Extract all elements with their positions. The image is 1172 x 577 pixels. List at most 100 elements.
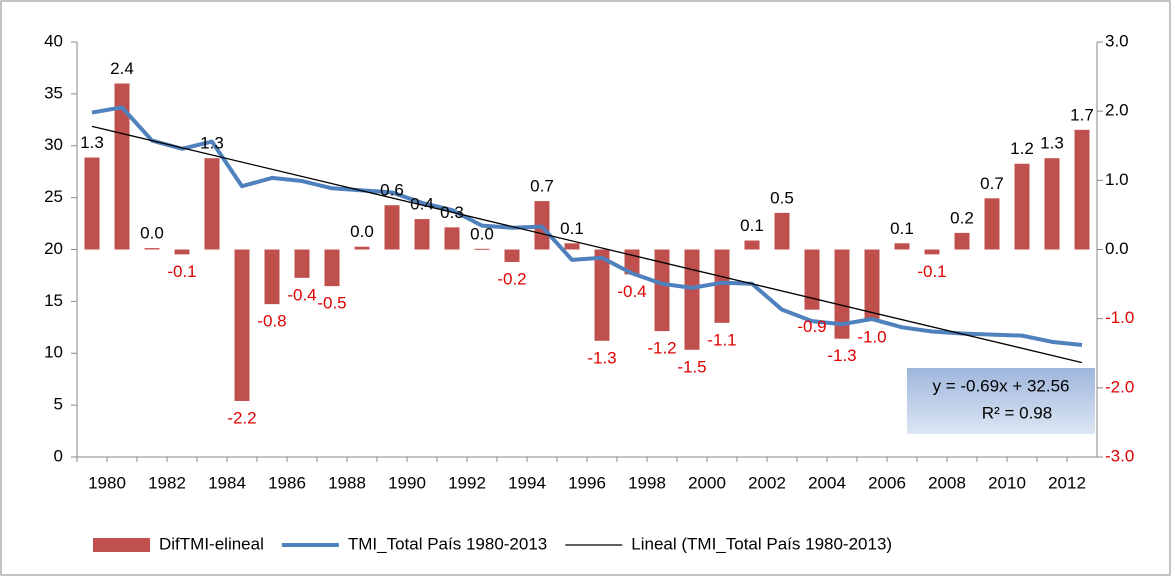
y-tick-label: 35 (44, 83, 63, 102)
x-tick-label: 1992 (448, 473, 486, 492)
bar (1044, 158, 1060, 250)
x-tick-label: 2008 (928, 473, 966, 492)
data-label: 2.4 (110, 59, 134, 78)
equation-box (907, 368, 1095, 434)
bar (834, 249, 850, 339)
x-tick-label: 2000 (688, 473, 726, 492)
bar (984, 198, 1000, 250)
bar (924, 249, 940, 255)
data-label: -1.3 (587, 348, 616, 367)
data-label: 0.3 (440, 203, 464, 222)
data-label: -0.5 (317, 294, 346, 313)
x-tick-label: 1982 (148, 473, 186, 492)
legend-swatch (93, 538, 150, 552)
x-tick-label: 2012 (1048, 473, 1086, 492)
bar (714, 249, 730, 323)
bar (744, 240, 760, 250)
bar (354, 246, 370, 250)
y2-tick-label: -2.0 (1105, 377, 1134, 396)
x-tick-label: 1986 (268, 473, 306, 492)
bar (504, 249, 520, 262)
data-label: 0.1 (560, 219, 584, 238)
bar (654, 249, 670, 332)
x-tick-label: 2006 (868, 473, 906, 492)
x-tick-label: 1984 (208, 473, 246, 492)
y-tick-label: 40 (44, 31, 63, 50)
bar (84, 157, 100, 250)
data-label: -1.0 (857, 328, 886, 347)
legend-label: TMI_Total País 1980-2013 (348, 534, 547, 553)
data-label: 0.2 (950, 208, 974, 227)
data-label: -0.4 (617, 282, 646, 301)
y-tick-label: 10 (44, 343, 63, 362)
data-label: -0.1 (167, 262, 196, 281)
bar (474, 248, 490, 250)
bar (324, 249, 340, 287)
bar (774, 212, 790, 250)
bar (174, 249, 190, 255)
bar (804, 249, 820, 310)
bar (204, 158, 220, 250)
data-label: -1.3 (827, 346, 856, 365)
y2-tick-label: -1.0 (1105, 308, 1134, 327)
y2-tick-label: 2.0 (1105, 101, 1129, 120)
data-label: -1.5 (677, 357, 706, 376)
bar (594, 249, 610, 341)
data-label: 0.6 (380, 181, 404, 200)
data-label: 1.3 (1040, 134, 1064, 153)
data-label: 0.0 (470, 224, 494, 243)
data-label: 1.2 (1010, 139, 1034, 158)
data-label: 0.1 (890, 219, 914, 238)
data-label: 0.1 (740, 216, 764, 235)
bar (294, 249, 310, 278)
x-tick-label: 1988 (328, 473, 366, 492)
bar (864, 249, 880, 321)
data-label: 0.0 (350, 222, 374, 241)
trend-r-squared: R² = 0.98 (982, 403, 1052, 422)
data-label: 0.7 (980, 174, 1004, 193)
y2-tick-label: 1.0 (1105, 170, 1129, 189)
y2-tick-label: 3.0 (1105, 31, 1129, 50)
data-label: -1.2 (647, 339, 676, 358)
x-tick-label: 1990 (388, 473, 426, 492)
bar (144, 248, 160, 250)
x-tick-label: 2004 (808, 473, 846, 492)
bar (684, 249, 700, 350)
data-label: 0.4 (410, 195, 434, 214)
data-label: 0.0 (140, 224, 164, 243)
x-tick-label: 1996 (568, 473, 606, 492)
data-label: 1.3 (200, 134, 224, 153)
data-label: -0.1 (917, 262, 946, 281)
y-tick-label: 20 (44, 239, 63, 258)
bar (264, 249, 280, 305)
bar (444, 227, 460, 250)
data-label: -0.2 (497, 269, 526, 288)
y2-tick-label: -3.0 (1105, 446, 1134, 465)
bar (1074, 129, 1090, 250)
data-label: 1.3 (80, 133, 104, 152)
data-label: 0.5 (770, 188, 794, 207)
data-label: 0.7 (530, 177, 554, 196)
bar (234, 249, 250, 401)
x-tick-label: 2010 (988, 473, 1026, 492)
data-label: -1.1 (707, 330, 736, 349)
x-tick-label: 1994 (508, 473, 546, 492)
legend-label: DifTMI-elineal (159, 534, 264, 553)
bar (384, 205, 400, 250)
y2-tick-label: 0.0 (1105, 239, 1129, 258)
y-tick-label: 25 (44, 187, 63, 206)
y-tick-label: 15 (44, 291, 63, 310)
y-tick-label: 5 (54, 395, 63, 414)
x-tick-label: 2002 (748, 473, 786, 492)
data-label: 1.7 (1070, 105, 1094, 124)
data-label: -0.8 (257, 312, 286, 331)
legend-label: Lineal (TMI_Total País 1980-2013) (631, 534, 892, 553)
data-label: -0.4 (287, 285, 316, 304)
y-tick-label: 0 (54, 446, 63, 465)
bar (954, 232, 970, 250)
line (91, 105, 1083, 347)
y-tick-label: 30 (44, 135, 63, 154)
